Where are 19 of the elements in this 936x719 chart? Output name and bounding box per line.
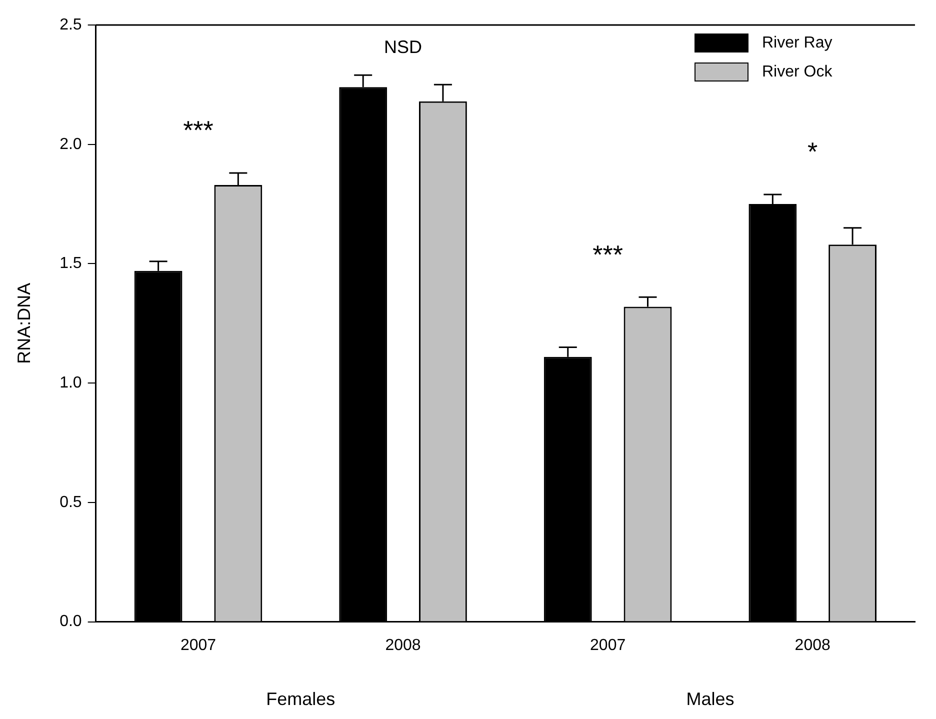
text: Males: [686, 688, 734, 709]
legend-label: River Ray: [762, 34, 832, 52]
y-tick-label: 0.0: [60, 613, 82, 630]
annotation: ***: [183, 115, 214, 146]
x-tick-label: 2007: [180, 636, 216, 654]
y-tick-label: 2.0: [60, 136, 82, 153]
y-tick-label: 1.0: [60, 374, 82, 392]
text: Females: [266, 688, 336, 709]
y-tick-label: 2.5: [60, 16, 82, 34]
x-tick-label: 2008: [385, 636, 421, 654]
annotation: NSD: [384, 37, 422, 58]
annotation: *: [808, 136, 818, 167]
y-axis-title: RNA:DNA: [14, 282, 34, 364]
y-tick-label: 1.5: [60, 255, 82, 272]
legend-label: River Ock: [762, 63, 834, 80]
y-tick-label: 0.5: [60, 494, 82, 511]
annotation: ***: [592, 239, 623, 270]
x-tick-label: 2008: [794, 636, 831, 654]
x-tick-label: 2007: [590, 636, 626, 654]
